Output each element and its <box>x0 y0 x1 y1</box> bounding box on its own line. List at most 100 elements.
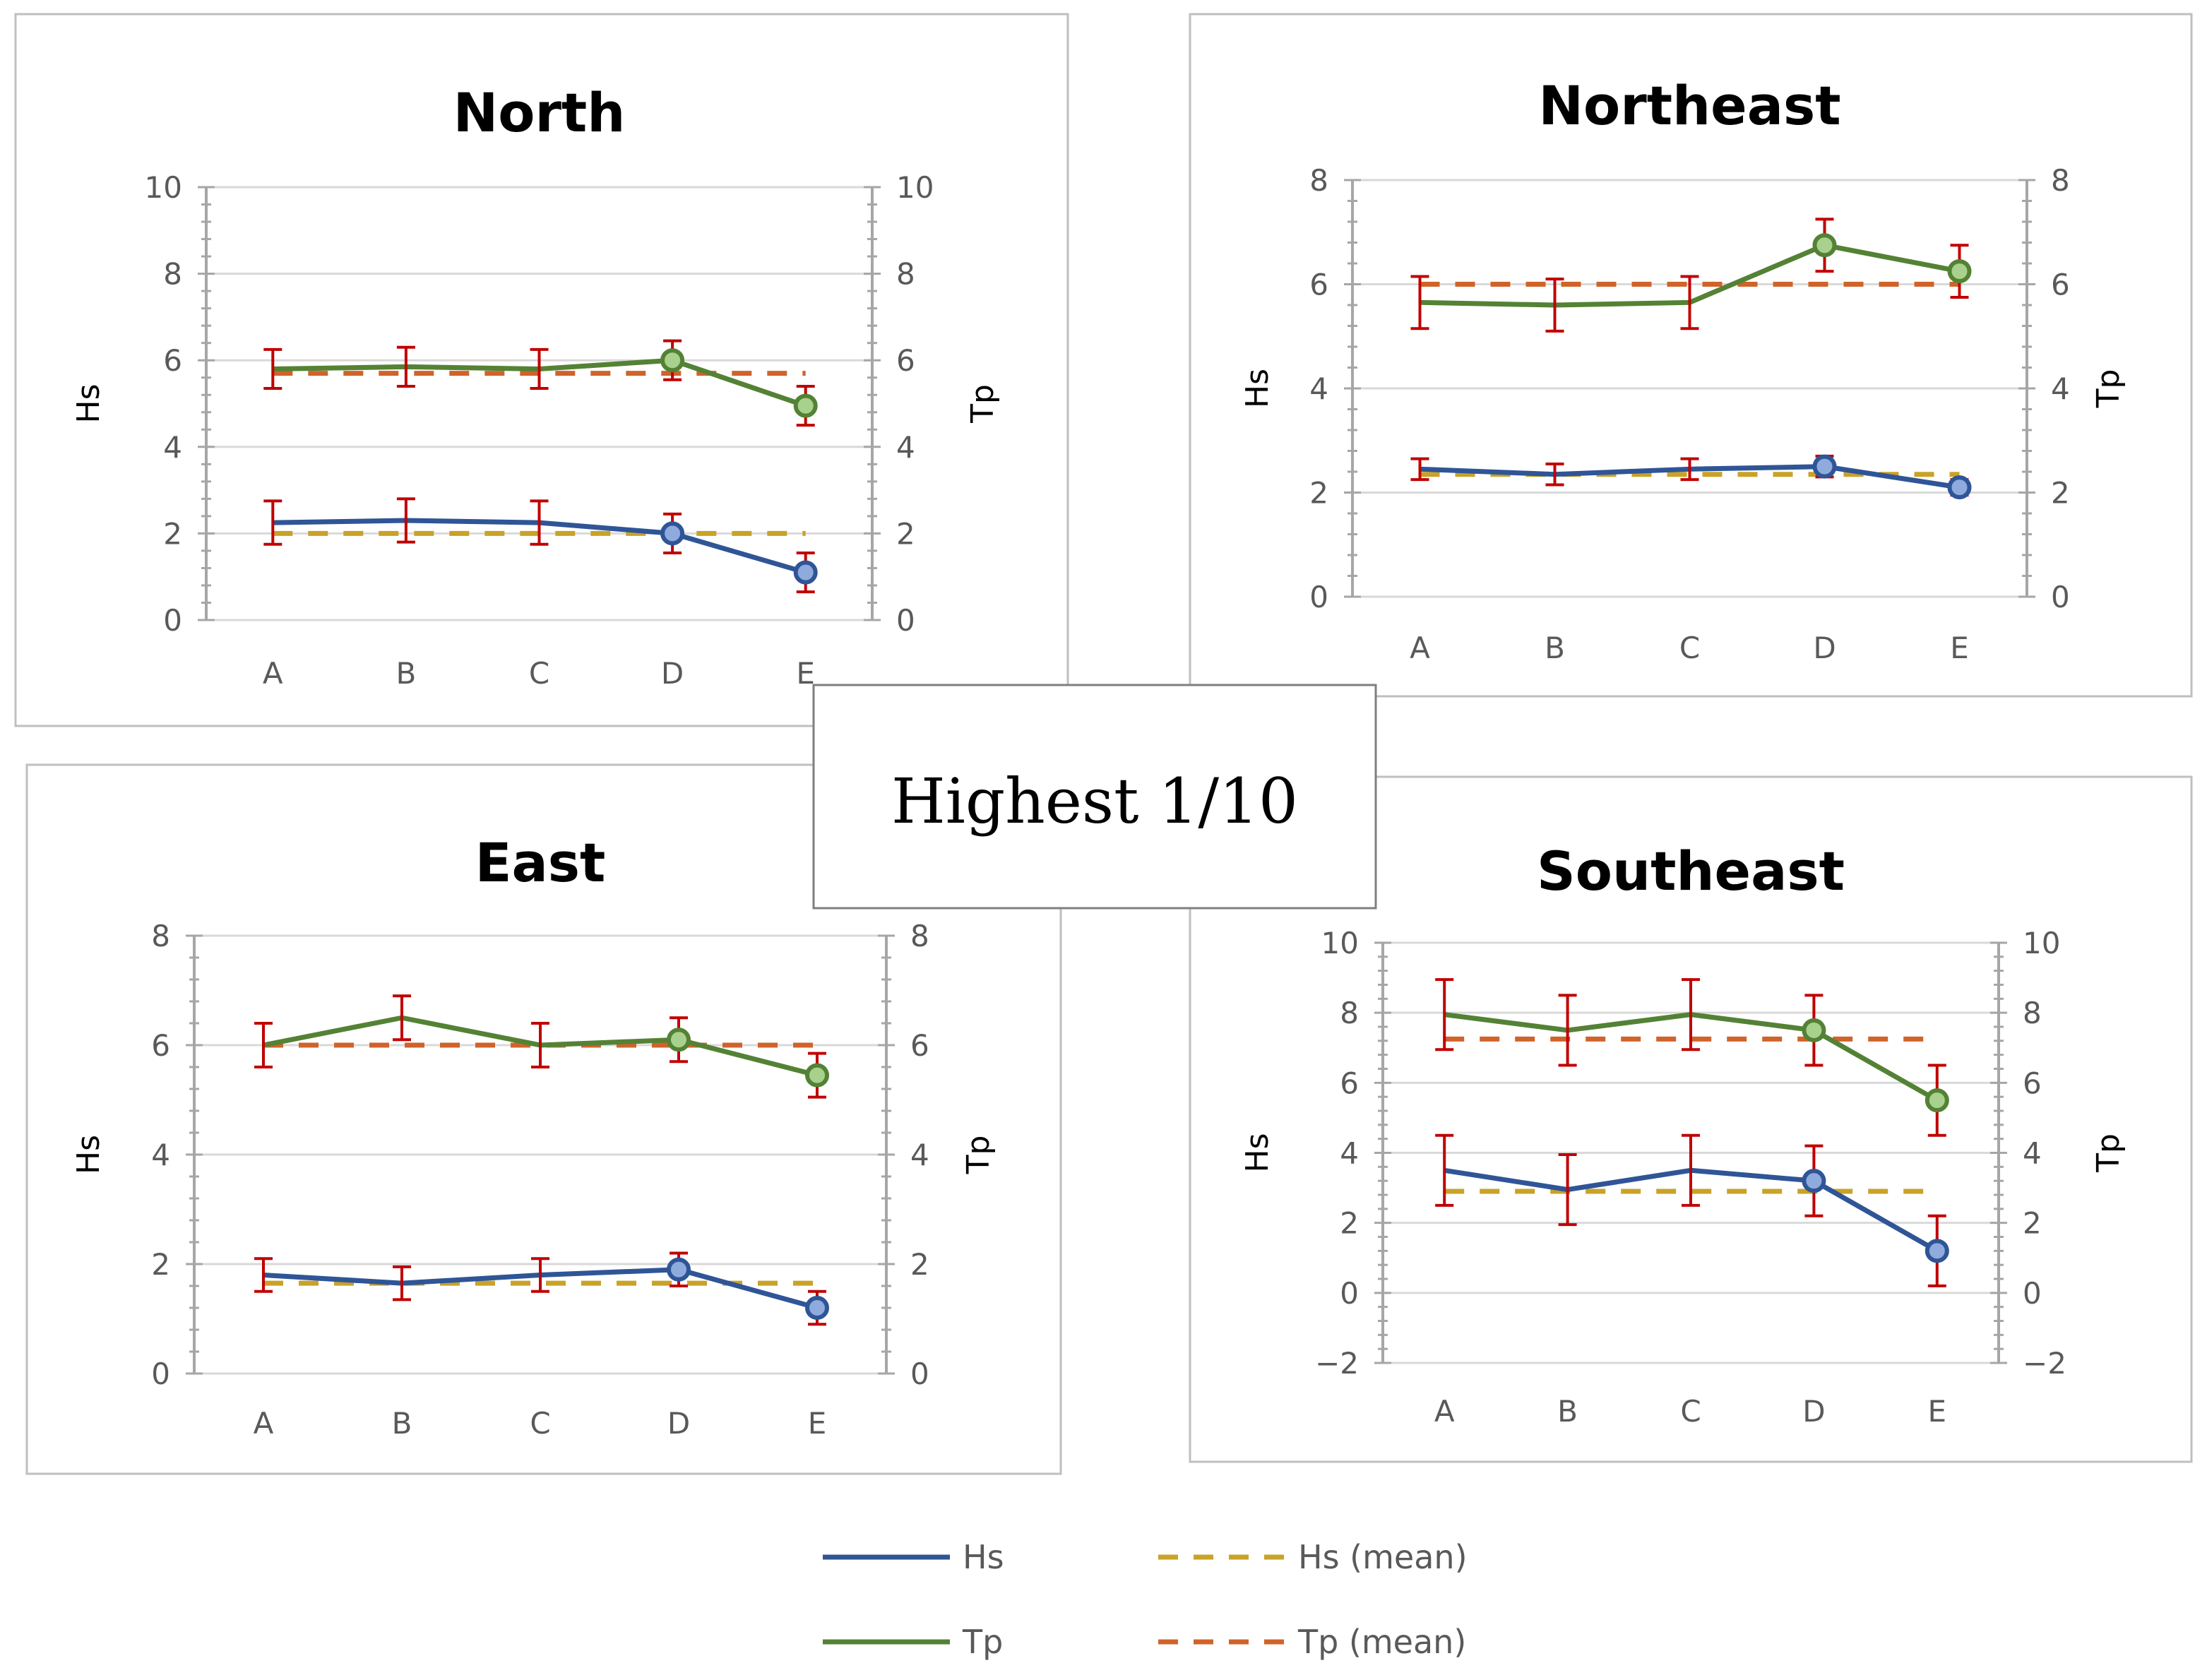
error-bar-tp <box>396 345 415 388</box>
y-tick-label-right: 8 <box>2023 996 2042 1030</box>
y-tick-label-left: 8 <box>1340 996 1359 1030</box>
y-tick-label-left: 8 <box>151 919 170 953</box>
y-tick-label-right: 4 <box>2051 371 2070 406</box>
error-bar-tp <box>254 1022 273 1068</box>
center-label: Highest 1/10 <box>891 765 1298 838</box>
series-hs-point <box>1925 1239 1949 1263</box>
error-bar-hs <box>393 1265 411 1301</box>
error-bar-tp <box>393 994 411 1042</box>
y-axis-label: Hs <box>71 1135 107 1174</box>
x-tick-label: A <box>1434 1394 1455 1429</box>
x-tick-label: C <box>1680 1394 1701 1429</box>
error-bar-tp <box>1558 994 1577 1067</box>
y-tick-label-right: 6 <box>896 343 915 378</box>
legend-label-hs: Hs <box>963 1538 1004 1576</box>
center-label-box: Highest 1/10 <box>812 684 1377 910</box>
error-bar-hs <box>263 499 282 546</box>
legend-item-tp: Tp <box>823 1623 1003 1661</box>
series-hs-point <box>660 521 685 546</box>
y-tick-label-right: 4 <box>910 1138 929 1172</box>
error-bar-tp <box>1680 275 1699 330</box>
y-tick-label-right: 0 <box>2051 580 2070 614</box>
y-tick-label-left: 2 <box>163 516 182 551</box>
error-bar-hs <box>1680 457 1699 482</box>
series-hs-point <box>805 1296 829 1320</box>
panel-east: East 0 0 2 2 4 4 6 6 8 8 A B C D E Hs Tp <box>71 831 997 1441</box>
y2-axis-label: Tp <box>2090 369 2126 409</box>
y-tick-label-right: 10 <box>2023 926 2060 960</box>
y-tick-label-right: 8 <box>910 919 929 953</box>
series-tp-point <box>1812 233 1837 258</box>
series-hs-point <box>1802 1169 1826 1193</box>
x-tick-label: E <box>1928 1394 1947 1429</box>
error-bar-tp <box>530 347 549 391</box>
x-tick-label: E <box>808 1406 827 1441</box>
x-tick-label: C <box>1679 631 1700 665</box>
panel-north: North 0 0 2 2 4 4 6 6 8 8 10 10 A B C D E Hs Tp <box>71 81 1001 691</box>
series-tp-point <box>1802 1018 1826 1042</box>
series-tp-point <box>660 348 685 373</box>
x-tick-label: D <box>667 1406 690 1441</box>
y-tick-label-right: 0 <box>896 603 915 638</box>
error-bar-hs <box>1545 462 1564 487</box>
x-tick-label: B <box>392 1406 412 1441</box>
y-tick-label-left: 6 <box>151 1028 170 1063</box>
series-hs-point <box>1947 475 1972 500</box>
y-tick-label-left: 10 <box>1321 926 1359 960</box>
x-tick-label: A <box>263 656 283 691</box>
error-bar-hs <box>1558 1152 1577 1227</box>
x-tick-label: D <box>661 656 684 691</box>
legend-label-hs_mean: Hs (mean) <box>1298 1538 1468 1576</box>
y-tick-label-right: 2 <box>2023 1206 2042 1241</box>
y-tick-label-right: 2 <box>896 516 915 551</box>
y-tick-label-left: 2 <box>1309 476 1328 511</box>
series-tp-point <box>667 1027 691 1052</box>
chart-title: Northeast <box>1538 74 1840 137</box>
series-hs-point <box>1812 454 1837 479</box>
y-tick-label-right: 6 <box>2051 268 2070 302</box>
x-tick-label: B <box>395 656 416 691</box>
y-tick-label-right: 6 <box>910 1028 929 1063</box>
error-bar-hs <box>1682 1133 1700 1207</box>
y-tick-label-right: 8 <box>2051 163 2070 198</box>
y-axis-label: Hs <box>71 383 107 423</box>
y-tick-label-left: −2 <box>1315 1346 1359 1381</box>
series-hs-point <box>667 1257 691 1282</box>
y-tick-label-right: 6 <box>2023 1066 2042 1100</box>
legend-label-tp: Tp <box>962 1623 1003 1661</box>
y-tick-label-right: −2 <box>2023 1346 2066 1381</box>
y-tick-label-left: 4 <box>1309 371 1328 406</box>
y2-axis-label: Tp <box>965 384 1001 424</box>
y-tick-label-right: 8 <box>896 257 915 292</box>
x-tick-label: B <box>1545 631 1565 665</box>
y-tick-label-left: 0 <box>1309 580 1328 614</box>
chart-title: North <box>453 81 626 144</box>
y-tick-label-left: 4 <box>163 430 182 465</box>
legend-label-tp_mean: Tp (mean) <box>1297 1623 1466 1661</box>
panel-southeast: Southeast −2 −2 0 0 2 2 4 4 6 6 8 8 10 10 A B C D E Hs Tp <box>1239 840 2126 1429</box>
y-axis-label: Hs <box>1239 1133 1275 1172</box>
error-bar-hs <box>396 497 415 544</box>
y-tick-label-right: 0 <box>2023 1276 2042 1311</box>
chart-title: East <box>475 831 606 894</box>
chart-title: Southeast <box>1537 840 1845 902</box>
y-tick-label-right: 2 <box>910 1247 929 1282</box>
series-hs-point <box>793 560 818 585</box>
y-tick-label-left: 6 <box>1309 268 1328 302</box>
y-tick-label-left: 2 <box>151 1247 170 1282</box>
error-bar-hs <box>1435 1133 1454 1207</box>
y-tick-label-right: 0 <box>910 1357 929 1391</box>
y-tick-label-left: 4 <box>151 1138 170 1172</box>
x-tick-label: E <box>1950 631 1969 665</box>
legend-item-hs_mean: Hs (mean) <box>1158 1538 1468 1576</box>
legend: Hs Hs (mean) Tp Tp (mean) <box>823 1538 1468 1661</box>
x-tick-label: A <box>1410 631 1430 665</box>
y-tick-label-left: 6 <box>1340 1066 1359 1100</box>
x-tick-label: B <box>1557 1394 1578 1429</box>
x-tick-label: A <box>254 1406 274 1441</box>
error-bar-hs <box>531 1257 549 1293</box>
y-tick-label-right: 4 <box>2023 1136 2042 1171</box>
y-tick-label-left: 0 <box>151 1357 170 1391</box>
series-tp-point <box>1947 259 1972 284</box>
